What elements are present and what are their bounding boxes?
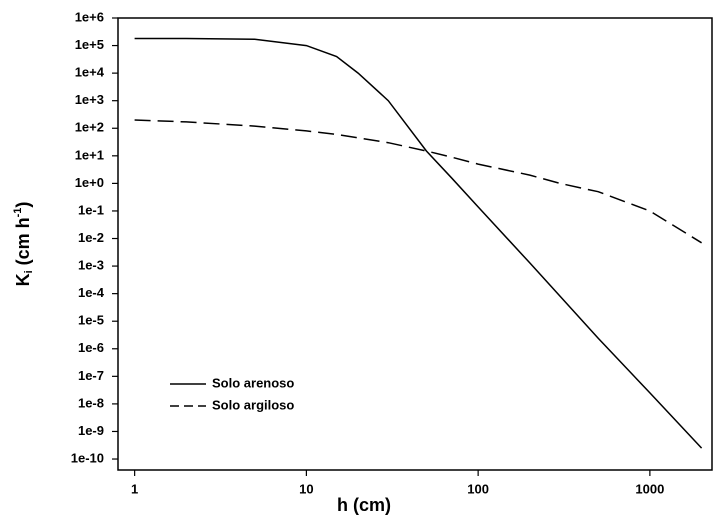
y-tick-label: 1e-1 (78, 202, 104, 217)
y-tick-label: 1e-3 (78, 258, 104, 273)
data-line (134, 37, 703, 449)
x-tick-label: 100 (467, 481, 489, 496)
y-tick-label: 1e+4 (75, 65, 105, 80)
y-tick-label: 1e+6 (75, 9, 104, 24)
y-label-base: K (13, 273, 33, 286)
y-tick-label: 1e+0 (75, 175, 104, 190)
x-tick-label: 10 (299, 481, 313, 496)
x-tick-label: 1 (131, 481, 138, 496)
y-tick-label: 1e+1 (75, 147, 104, 162)
y-tick-label: 1e+2 (75, 120, 104, 135)
x-axis-label: h (cm) (337, 495, 391, 515)
y-tick-label: 1e-4 (78, 285, 105, 300)
y-label-end: ) (13, 202, 33, 208)
data-line (134, 119, 702, 244)
y-tick-label: 1e-7 (78, 368, 104, 383)
y-label-sup: -1 (12, 208, 24, 218)
y-tick-label: 1e-5 (78, 313, 104, 328)
y-tick-label: 1e-2 (78, 230, 104, 245)
y-tick-label: 1e-6 (78, 340, 104, 355)
y-label-mid: (cm h (13, 217, 33, 270)
y-tick-label: 1e-10 (71, 450, 104, 465)
y-axis-label: Ki (cm h-1) (12, 202, 35, 287)
legend-label: Solo argiloso (212, 397, 294, 412)
legend-label: Solo arenoso (212, 375, 294, 390)
y-tick-label: 1e-8 (78, 395, 104, 410)
y-tick-label: 1e+5 (75, 37, 104, 52)
x-tick-label: 1000 (635, 481, 664, 496)
plot-frame (117, 17, 713, 471)
y-label-sub: i (23, 270, 35, 273)
y-tick-label: 1e-9 (78, 423, 104, 438)
y-tick-label: 1e+3 (75, 92, 104, 107)
